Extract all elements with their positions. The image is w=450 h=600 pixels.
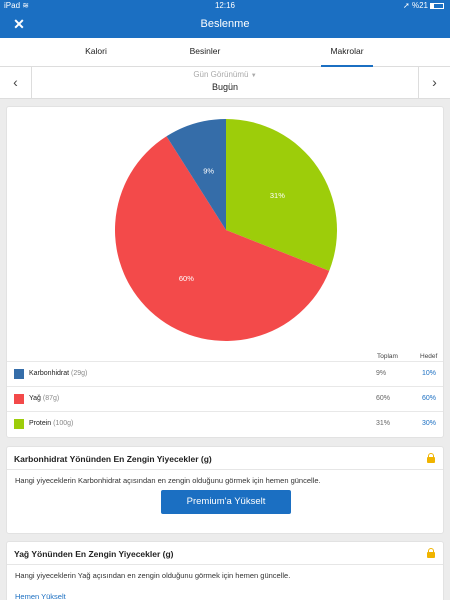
total-value: 60% xyxy=(376,395,391,402)
total-value: 9% xyxy=(376,370,387,377)
upgrade-premium-button[interactable]: Premium'a Yükselt xyxy=(161,490,291,514)
lock-icon xyxy=(427,548,435,558)
pie-label-yağ: 60% xyxy=(179,274,194,283)
current-day: Bugün xyxy=(211,82,239,92)
fat-foods-card: Yağ Yönünden En Zengin Yiyecekler (g) Ha… xyxy=(6,541,444,600)
legend-swatch xyxy=(14,419,24,429)
legend-swatch xyxy=(14,369,24,379)
goal-value[interactable]: 30% xyxy=(422,420,437,427)
legend-label: Protein (100g) xyxy=(29,420,74,427)
tab-kalori[interactable]: Kalori xyxy=(85,46,107,56)
card-title: Karbonhidrat Yönünden En Zengin Yiyecekl… xyxy=(14,454,212,464)
tab-besinler[interactable]: Besinler xyxy=(189,46,221,56)
pie-slice-yağ xyxy=(115,136,330,341)
total-value: 31% xyxy=(376,420,391,427)
pie-slice-protein xyxy=(226,119,337,271)
chevron-left-icon: ‹ xyxy=(13,74,18,90)
device-label: iPad ≋ xyxy=(4,1,29,10)
card-description: Hangi yiyeceklerin Yağ açısından en zeng… xyxy=(15,571,291,580)
battery-icon xyxy=(430,3,444,9)
goal-value[interactable]: 10% xyxy=(422,370,437,377)
legend-row-carbs: Karbonhidrat (29g) 9% 10% xyxy=(7,361,443,386)
pie-label-karbonhidrat: 9% xyxy=(203,166,214,175)
divider xyxy=(7,564,443,565)
status-bar: iPad ≋ 12:16 ➚ %21 xyxy=(0,0,450,12)
wifi-icon: ≋ xyxy=(22,1,29,10)
day-selector: ‹ Gün Görünümü ▼ Bugün › xyxy=(0,67,450,99)
legend-label: Karbonhidrat (29g) xyxy=(29,370,88,377)
pie-slice-karbonhidrat xyxy=(166,119,226,230)
column-header-total: Toplam xyxy=(377,353,398,360)
page-title: Beslenme xyxy=(200,18,250,30)
previous-day-button[interactable]: ‹ xyxy=(0,67,32,99)
caret-down-icon: ▼ xyxy=(250,73,257,79)
macro-chart-card: 31% 60% 9% Toplam Hedef Karbonhidrat (29g)… xyxy=(6,106,444,438)
macro-pie-chart: 31% 60% 9% xyxy=(115,119,337,341)
tab-bar: Kalori Besinler Makrolar xyxy=(0,38,450,67)
location-icon: ➚ xyxy=(403,1,410,10)
close-icon[interactable]: ✕ xyxy=(13,16,25,32)
legend-row-protein: Protein (100g) 31% 30% xyxy=(7,411,443,436)
legend-label: Yağ (87g) xyxy=(29,395,60,402)
column-header-goal: Hedef xyxy=(420,353,438,360)
goal-value[interactable]: 60% xyxy=(422,395,437,402)
upgrade-now-link[interactable]: Hemen Yükselt xyxy=(15,592,66,600)
next-day-button[interactable]: › xyxy=(418,67,450,99)
carb-foods-card: Karbonhidrat Yönünden En Zengin Yiyecekl… xyxy=(6,446,444,534)
status-right: ➚ %21 xyxy=(403,1,444,10)
status-time: 12:16 xyxy=(214,1,236,10)
lock-icon xyxy=(427,453,435,463)
divider xyxy=(7,469,443,470)
navigation-bar: ✕ Beslenme xyxy=(0,12,450,38)
card-title: Yağ Yönünden En Zengin Yiyecekler (g) xyxy=(14,549,174,559)
chevron-right-icon: › xyxy=(432,74,437,90)
card-description: Hangi yiyeceklerin Karbonhidrat açısında… xyxy=(15,476,321,485)
battery-percent: %21 xyxy=(411,1,428,10)
legend-row-fat: Yağ (87g) 60% 60% xyxy=(7,386,443,411)
tab-makrolar[interactable]: Makrolar xyxy=(321,38,373,67)
view-mode-dropdown[interactable]: Gün Görünümü ▼ xyxy=(193,70,257,79)
pie-label-protein: 31% xyxy=(270,191,285,200)
legend-swatch xyxy=(14,394,24,404)
